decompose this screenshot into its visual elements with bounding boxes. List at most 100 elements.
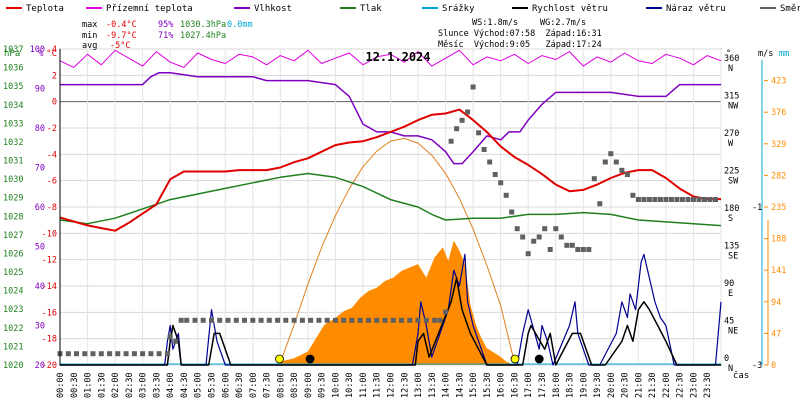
- direction-tick-deg: 45: [724, 317, 734, 327]
- legend-label: Vlhkost: [254, 4, 292, 14]
- direction-tick-deg: 180: [724, 204, 739, 214]
- temperature-tick-label: -16: [42, 308, 57, 318]
- wind-direction-point: [685, 197, 691, 202]
- temperature-tick-label: -6: [47, 177, 57, 187]
- wind-direction-point: [492, 172, 498, 177]
- temperature-axis-label: °C: [46, 49, 57, 59]
- humidity-tick-label: 20: [35, 361, 45, 371]
- stat-min-temp: -9.7°C: [106, 31, 137, 41]
- wind-direction-point: [164, 351, 170, 357]
- x-tick-label: 16:30: [510, 372, 520, 398]
- temperature-tick-label: 0: [52, 98, 57, 108]
- legend-label: Náraz větru: [666, 4, 726, 14]
- pressure-line: [59, 172, 722, 227]
- wind-direction-point: [580, 247, 586, 252]
- wind-direction-point: [390, 317, 396, 323]
- pressure-tick-label: 1027: [3, 231, 23, 241]
- wind-direction-point: [564, 242, 570, 248]
- wind-direction-point: [707, 197, 713, 202]
- temperature-tick-label: -10: [42, 229, 57, 239]
- pressure-tick-label: 1033: [3, 119, 23, 129]
- x-tick-label: 05:00: [194, 372, 204, 398]
- legend-label: Přízemní teplota: [106, 4, 193, 14]
- stat-wg: WG:2.7m/s: [540, 18, 586, 28]
- wind-tick-label: -3: [752, 361, 762, 371]
- stat-max-hum: 95%: [158, 20, 173, 30]
- wind-direction-point: [341, 317, 347, 323]
- wind-direction-point: [308, 317, 314, 323]
- wind-direction-point: [536, 234, 542, 240]
- wind-direction-point: [608, 151, 614, 157]
- wind-direction-point: [209, 317, 214, 323]
- x-tick-label: 04:00: [166, 372, 176, 398]
- direction-tick-dir: SE: [728, 252, 738, 262]
- wind-direction-point: [635, 197, 641, 202]
- x-tick-label: 06:00: [221, 372, 231, 398]
- axes-layer: hPa% °C 1020 1021 1022 1023 1024 1025 1026 1027 10…: [3, 45, 789, 398]
- wind-direction-point: [691, 197, 696, 202]
- x-tick-label: 02:30: [125, 372, 135, 398]
- humidity-tick-label: 90: [35, 85, 45, 95]
- temperature-tick-label: -12: [42, 256, 57, 266]
- wind-direction-point: [575, 247, 581, 252]
- wind-direction-point: [542, 226, 548, 232]
- wind-direction-point: [465, 109, 471, 115]
- x-tick-label: 19:30: [593, 372, 603, 398]
- x-tick-label: 16:00: [497, 372, 507, 398]
- x-tick-label: 04:30: [180, 372, 190, 398]
- x-tick-label: 17:00: [524, 372, 534, 398]
- legend-label: Tlak: [360, 4, 382, 14]
- x-tick-label: 06:30: [235, 372, 245, 398]
- pressure-axis-label: hPa: [4, 49, 20, 59]
- temperature-tick-label: -14: [42, 282, 57, 292]
- direction-tick-deg: 360: [724, 54, 739, 64]
- wind-direction-point: [98, 351, 104, 357]
- wind-direction-point: [459, 117, 465, 123]
- wind-direction-point: [173, 338, 179, 344]
- solar-tick-label: 329: [771, 140, 786, 150]
- stat-max-label: max: [82, 20, 97, 30]
- wind-direction-point: [266, 317, 272, 323]
- wind-direction-point: [498, 180, 504, 186]
- pressure-tick-label: 1020: [3, 361, 23, 371]
- x-tick-label: 10:00: [331, 372, 341, 398]
- wind-direction-point: [591, 176, 597, 182]
- humidity-tick-label: 40: [35, 282, 45, 292]
- x-tick-label: 03:30: [152, 372, 162, 398]
- wind-direction-point: [131, 351, 137, 357]
- sunset-marker: [510, 354, 520, 364]
- wind-direction-point: [275, 317, 281, 323]
- x-tick-label: 18:00: [552, 372, 562, 398]
- pressure-tick-label: 1037: [3, 45, 23, 55]
- legend-label: Rychlost větru: [532, 4, 608, 14]
- wind-direction-point: [602, 159, 608, 165]
- x-tick-label: 09:30: [318, 372, 328, 398]
- direction-tick-dir: E: [728, 289, 733, 299]
- wind-direction-point: [65, 351, 71, 357]
- wind-direction-point: [184, 317, 190, 323]
- wind-direction-point: [448, 138, 454, 144]
- wind-direction-point: [509, 209, 515, 215]
- wind-direction-point: [668, 197, 674, 202]
- legend: Teplota Přízemní teplota Vlhkost Tlak Srážky…: [6, 4, 800, 14]
- wind-direction-point: [115, 351, 121, 357]
- sunrise-marker: [275, 354, 284, 364]
- wind-direction-point: [148, 351, 154, 357]
- x-tick-label: 09:00: [304, 372, 314, 398]
- temperature-tick-label: -4: [47, 150, 57, 160]
- humidity-axis-label: %: [38, 49, 44, 59]
- temperature-tick-label: -18: [42, 335, 57, 345]
- stat-max-press: 1030.3hPa: [180, 20, 226, 30]
- wind-direction-point: [192, 317, 198, 323]
- pressure-tick-label: 1026: [3, 249, 23, 259]
- wind-direction-point: [443, 309, 449, 315]
- x-tick-label: 03:00: [139, 372, 149, 398]
- humidity-tick-label: 100: [30, 45, 45, 55]
- solar-tick-label: 0: [771, 361, 776, 371]
- pressure-tick-label: 1024: [3, 287, 23, 297]
- stat-sun: Slunce Východ:07:58 Západ:16:31: [438, 29, 602, 39]
- x-tick-label: 21:30: [648, 372, 658, 398]
- humidity-tick-label: 80: [35, 124, 45, 134]
- direction-tick-dir: S: [728, 214, 733, 224]
